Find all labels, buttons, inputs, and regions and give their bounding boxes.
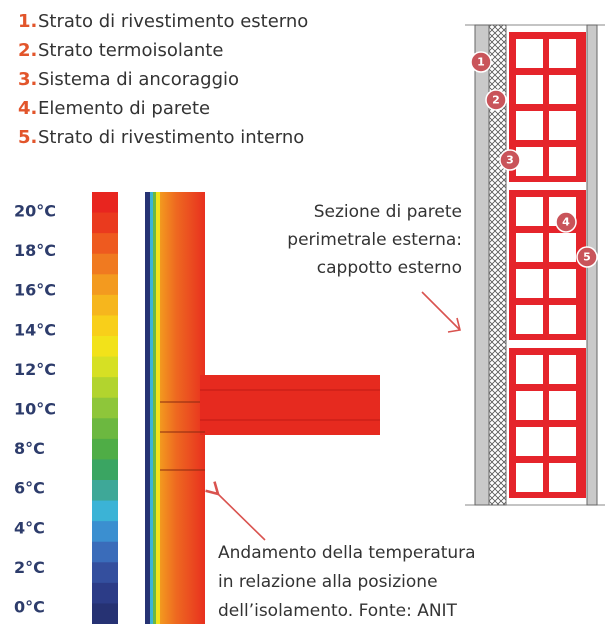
thermal-image — [145, 192, 380, 624]
marker — [485, 89, 507, 111]
scale-label: 2°C — [14, 558, 45, 577]
scale-label: 16°C — [14, 281, 56, 300]
marker-label: 5 — [583, 251, 591, 264]
legend-number: 4. — [18, 98, 37, 119]
legend-number: 3. — [18, 69, 37, 90]
caption: Andamento della temperatura — [218, 543, 476, 563]
color-swatch — [92, 603, 118, 624]
brick-cell — [549, 427, 576, 456]
color-swatch — [92, 582, 118, 604]
color-swatch — [92, 336, 118, 358]
color-swatch — [92, 521, 118, 543]
brick-cell — [516, 269, 543, 298]
color-swatch — [92, 418, 118, 440]
color-swatch — [92, 315, 118, 337]
color-swatch — [92, 356, 118, 378]
color-swatch — [92, 274, 118, 296]
scale-label: 10°C — [14, 400, 56, 419]
marker-label: 3 — [506, 154, 514, 167]
color-swatch — [92, 253, 118, 275]
marker — [576, 246, 598, 268]
brick-cell — [549, 305, 576, 334]
arrow — [205, 481, 266, 541]
marker-label: 1 — [477, 56, 485, 69]
color-swatch — [92, 459, 118, 481]
color-swatch — [92, 562, 118, 584]
brick-cell — [549, 233, 576, 262]
brick-cell — [549, 111, 576, 140]
scale-label: 4°C — [14, 518, 45, 537]
scale-label: 14°C — [14, 320, 56, 339]
brick-cell — [516, 75, 543, 104]
arrow — [421, 291, 461, 331]
brick-cell — [516, 427, 543, 456]
brick-cell — [516, 233, 543, 262]
wall-section — [465, 24, 605, 506]
legend-number: 2. — [18, 40, 37, 61]
brick-cell — [549, 463, 576, 492]
scale-label: 18°C — [14, 241, 56, 260]
brick-cell — [549, 269, 576, 298]
marker — [470, 51, 492, 73]
color-swatch — [92, 233, 118, 255]
scale-label: 12°C — [14, 360, 56, 379]
color-swatch — [92, 192, 118, 214]
legend-label: Elemento di parete — [38, 98, 210, 119]
brick-cell — [516, 305, 543, 334]
marker-label: 4 — [562, 216, 570, 229]
legend-label: Strato di rivestimento esterno — [38, 11, 308, 32]
color-swatch — [92, 500, 118, 522]
marker — [499, 149, 521, 171]
color-swatch — [92, 438, 118, 460]
legend-number: 5. — [18, 127, 37, 148]
arrow-head — [447, 317, 461, 333]
marker — [555, 211, 577, 233]
brick-cell — [549, 75, 576, 104]
brick-cell — [549, 39, 576, 68]
brick-cell — [549, 391, 576, 420]
caption: in relazione alla posizione — [218, 572, 438, 592]
brick-cell — [516, 111, 543, 140]
marker-label: 2 — [492, 94, 500, 107]
brick-cell — [516, 197, 543, 226]
brick-cell — [516, 39, 543, 68]
scale-label: 6°C — [14, 479, 45, 498]
caption: dell’isolamento. Fonte: ANIT — [218, 601, 458, 621]
legend-label: Strato termoisolante — [38, 40, 223, 61]
legend-number: 1. — [18, 11, 37, 32]
scale-label: 0°C — [14, 598, 45, 617]
brick-cell — [549, 147, 576, 176]
legend-label: Strato di rivestimento interno — [38, 127, 304, 148]
annotation: perimetrale esterna: — [287, 230, 462, 250]
legend-label: Sistema di ancoraggio — [38, 69, 239, 90]
scale-label: 20°C — [14, 202, 56, 221]
color-swatch — [92, 480, 118, 502]
scale-label: 8°C — [14, 439, 45, 458]
brick-cell — [516, 355, 543, 384]
annotation: cappotto esterno — [317, 258, 462, 278]
color-swatch — [92, 377, 118, 399]
color-swatch — [92, 541, 118, 563]
color-swatch — [92, 397, 118, 419]
brick-cell — [516, 391, 543, 420]
brick-cell — [549, 355, 576, 384]
color-swatch — [92, 294, 118, 316]
brick-cell — [516, 463, 543, 492]
annotation: Sezione di parete — [314, 202, 462, 222]
color-swatch — [92, 212, 118, 234]
